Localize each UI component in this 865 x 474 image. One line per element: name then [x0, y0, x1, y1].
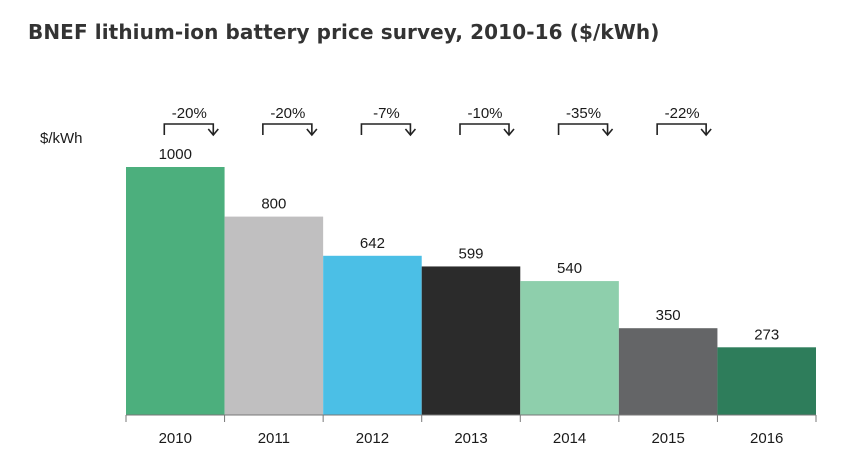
change-label: -20%	[172, 105, 207, 122]
x-tick-label-2013: 2013	[454, 430, 487, 447]
change-bracket	[163, 123, 215, 135]
data-label-2015: 350	[656, 307, 681, 324]
bar-2011	[224, 216, 324, 415]
bar-2015	[618, 328, 718, 415]
change-label: -7%	[373, 105, 400, 122]
data-label-2011: 800	[261, 196, 286, 213]
change-annotation-5: -35%	[557, 105, 614, 137]
bar-2012	[323, 255, 422, 415]
down-arrow-icon	[306, 128, 318, 137]
down-arrow-icon	[503, 128, 515, 137]
change-bracket	[360, 123, 412, 135]
bar-2010	[126, 167, 225, 415]
data-label-2013: 599	[458, 245, 483, 262]
x-tick-label-2010: 2010	[159, 430, 192, 447]
change-annotation-6: -22%	[656, 105, 712, 137]
bar-2014	[520, 281, 619, 415]
down-arrow-icon	[601, 128, 614, 137]
x-tick-label-2012: 2012	[356, 430, 389, 447]
change-bracket	[459, 123, 510, 135]
data-label-2016: 273	[754, 326, 779, 343]
down-arrow-icon	[207, 128, 219, 137]
down-arrow-icon	[404, 128, 417, 137]
x-tick-label-2011: 2011	[258, 430, 290, 447]
change-bracket	[557, 123, 609, 135]
x-tick-label-2015: 2015	[651, 430, 684, 447]
change-bracket	[262, 123, 313, 135]
change-annotation-1: -20%	[163, 105, 219, 137]
change-annotation-4: -10%	[459, 105, 515, 137]
change-label: -22%	[665, 105, 700, 122]
x-tick-label-2014: 2014	[553, 430, 586, 447]
data-label-2012: 642	[360, 235, 385, 252]
data-label-2014: 540	[557, 260, 582, 277]
chart-title: BNEF lithium-ion battery price survey, 2…	[28, 20, 660, 44]
down-arrow-icon	[700, 128, 712, 137]
data-label-2010: 1000	[159, 146, 192, 163]
change-annotation-3: -7%	[360, 105, 417, 137]
change-label: -10%	[467, 105, 502, 122]
change-label: -20%	[270, 105, 305, 122]
change-annotation-2: -20%	[262, 105, 318, 137]
bar-2013	[421, 266, 521, 415]
bar-2016	[717, 347, 816, 415]
x-tick-label-2016: 2016	[750, 430, 783, 447]
change-label: -35%	[566, 105, 601, 122]
change-bracket	[656, 123, 707, 135]
y-axis-label: $/kWh	[40, 130, 83, 147]
